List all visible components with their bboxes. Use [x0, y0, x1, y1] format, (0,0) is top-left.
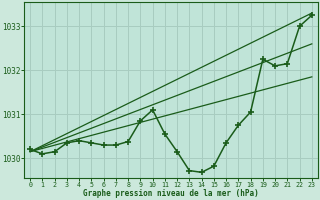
X-axis label: Graphe pression niveau de la mer (hPa): Graphe pression niveau de la mer (hPa)	[83, 189, 259, 198]
